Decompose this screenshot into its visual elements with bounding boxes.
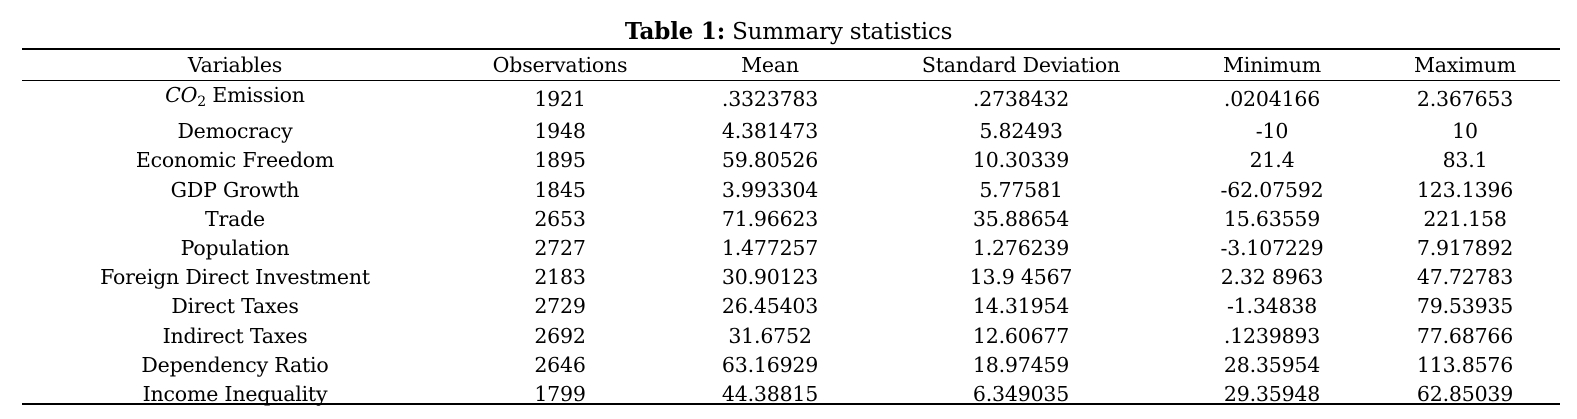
table-row: Democracy 1948 4.381473 5.82493 -10 10 bbox=[22, 117, 1560, 146]
cell-mean: 1.477257 bbox=[721, 236, 819, 261]
cell-standard-deviation: 10.30339 bbox=[972, 148, 1070, 173]
cell-minimum: -1.34838 bbox=[1226, 294, 1318, 319]
co2-subscript: 2 bbox=[197, 94, 206, 111]
row-variable: CO2 Emission bbox=[22, 81, 448, 118]
table-row: Trade 2653 71.96623 35.88654 15.63559 221.158 bbox=[22, 205, 1560, 234]
cell-mean: 31.6752 bbox=[728, 323, 812, 348]
header-maximum: Maximum bbox=[1370, 51, 1560, 82]
cell-mean: 59.80526 bbox=[721, 148, 819, 173]
cell-maximum: 113.8576 bbox=[1416, 352, 1514, 377]
cell-minimum: 21.4 bbox=[1249, 148, 1295, 173]
cell-observations: 1921 bbox=[534, 86, 586, 111]
cell-maximum: 221.158 bbox=[1423, 206, 1507, 231]
cell-minimum: 15.63559 bbox=[1223, 206, 1321, 231]
cell-standard-deviation: 5.77581 bbox=[979, 177, 1063, 202]
cell-maximum: 2.367653 bbox=[1416, 86, 1514, 111]
table-row: Direct Taxes 2729 26.45403 14.31954 -1.34838… bbox=[22, 292, 1560, 321]
cell-maximum: 10 bbox=[1452, 119, 1478, 144]
cell-maximum: 7.917892 bbox=[1416, 236, 1514, 261]
row-variable: Dependency Ratio bbox=[141, 352, 329, 377]
cell-mean: 26.45403 bbox=[721, 294, 819, 319]
cell-standard-deviation: 12.60677 bbox=[972, 323, 1070, 348]
cell-observations: 2727 bbox=[534, 236, 586, 261]
cell-observations: 1895 bbox=[534, 148, 586, 173]
header-variables: Variables bbox=[22, 51, 448, 82]
cell-standard-deviation: .2738432 bbox=[972, 86, 1070, 111]
table-row: Income Inequality 1799 44.38815 6.349035 29.… bbox=[22, 380, 1560, 409]
cell-maximum: 79.53935 bbox=[1416, 294, 1514, 319]
row-variable: GDP Growth bbox=[170, 177, 300, 202]
cell-mean: 4.381473 bbox=[721, 119, 819, 144]
cell-standard-deviation: 6.349035 bbox=[972, 381, 1070, 406]
cell-minimum: -10 bbox=[1255, 119, 1289, 144]
table-body: CO2 Emission 1921 .3323783 .2738432 .020… bbox=[22, 81, 1560, 409]
cell-standard-deviation: 18.97459 bbox=[972, 352, 1070, 377]
cell-mean: 63.16929 bbox=[721, 352, 819, 377]
row-variable: Foreign Direct Investment bbox=[100, 265, 370, 290]
cell-observations: 2653 bbox=[534, 206, 586, 231]
cell-mean: 44.38815 bbox=[721, 381, 819, 406]
table-row: Indirect Taxes 2692 31.6752 12.60677 .123989… bbox=[22, 322, 1560, 351]
header-observations: Observations bbox=[448, 51, 672, 82]
cell-maximum: 83.1 bbox=[1442, 148, 1488, 173]
cell-observations: 1948 bbox=[534, 119, 586, 144]
cell-standard-deviation: 35.88654 bbox=[972, 206, 1070, 231]
row-variable: Trade bbox=[205, 206, 265, 231]
cell-minimum: .1239893 bbox=[1223, 323, 1321, 348]
cell-mean: 30.90123 bbox=[721, 265, 819, 290]
cell-maximum: 123.1396 bbox=[1416, 177, 1514, 202]
cell-minimum: 28.35954 bbox=[1223, 352, 1321, 377]
cell-standard-deviation: 5.82493 bbox=[979, 119, 1063, 144]
cell-minimum: -62.07592 bbox=[1220, 177, 1324, 202]
header-standard-deviation: Standard Deviation bbox=[868, 51, 1174, 82]
table-row: GDP Growth 1845 3.993304 5.77581 -62.07592 12… bbox=[22, 176, 1560, 205]
cell-observations: 2729 bbox=[534, 294, 586, 319]
table-row: Dependency Ratio 2646 63.16929 18.97459 28.3… bbox=[22, 351, 1560, 380]
cell-mean: 3.993304 bbox=[721, 177, 819, 202]
row-variable: Democracy bbox=[177, 119, 293, 144]
table-row: Economic Freedom 1895 59.80526 10.30339 21.4… bbox=[22, 146, 1560, 175]
cell-standard-deviation: 13.9 4567 bbox=[969, 265, 1073, 290]
table-bottom-rule bbox=[22, 403, 1560, 405]
header-mean: Mean bbox=[672, 51, 868, 82]
co2-symbol: CO bbox=[165, 83, 198, 108]
co2-suffix: Emission bbox=[212, 83, 305, 108]
table-caption: Table 1: Summary statistics bbox=[0, 18, 1577, 46]
table-row: Foreign Direct Investment 2183 30.90123 13.… bbox=[22, 263, 1560, 292]
cell-observations: 2646 bbox=[534, 352, 586, 377]
cell-standard-deviation: 14.31954 bbox=[972, 294, 1070, 319]
table-row: Population 2727 1.477257 1.276239 -3.107229 7… bbox=[22, 234, 1560, 263]
cell-minimum: 2.32 8963 bbox=[1220, 265, 1324, 290]
cell-maximum: 62.85039 bbox=[1416, 381, 1514, 406]
cell-observations: 1799 bbox=[534, 381, 586, 406]
summary-statistics-table: Variables Observations Mean Standard Dev… bbox=[22, 51, 1560, 409]
cell-observations: 2183 bbox=[534, 265, 586, 290]
cell-maximum: 47.72783 bbox=[1416, 265, 1514, 290]
cell-standard-deviation: 1.276239 bbox=[972, 236, 1070, 261]
row-variable: Economic Freedom bbox=[135, 148, 335, 173]
row-variable: Direct Taxes bbox=[171, 294, 299, 319]
cell-maximum: 77.68766 bbox=[1416, 323, 1514, 348]
cell-observations: 2692 bbox=[534, 323, 586, 348]
cell-mean: 71.96623 bbox=[721, 206, 819, 231]
cell-minimum: 29.35948 bbox=[1223, 381, 1321, 406]
cell-minimum: .0204166 bbox=[1223, 86, 1321, 111]
row-variable: Income Inequality bbox=[142, 381, 328, 406]
table-caption-label: Table 1: bbox=[624, 18, 725, 45]
row-variable: Indirect Taxes bbox=[162, 323, 308, 348]
table-header-row: Variables Observations Mean Standard Dev… bbox=[22, 51, 1560, 82]
cell-mean: .3323783 bbox=[721, 86, 819, 111]
table-row: CO2 Emission 1921 .3323783 .2738432 .020… bbox=[22, 81, 1560, 118]
cell-minimum: -3.107229 bbox=[1220, 236, 1324, 261]
row-variable: Population bbox=[180, 236, 290, 261]
cell-observations: 1845 bbox=[534, 177, 586, 202]
table-caption-text: Summary statistics bbox=[732, 19, 953, 45]
table-top-rule bbox=[22, 48, 1560, 50]
header-minimum: Minimum bbox=[1174, 51, 1370, 82]
